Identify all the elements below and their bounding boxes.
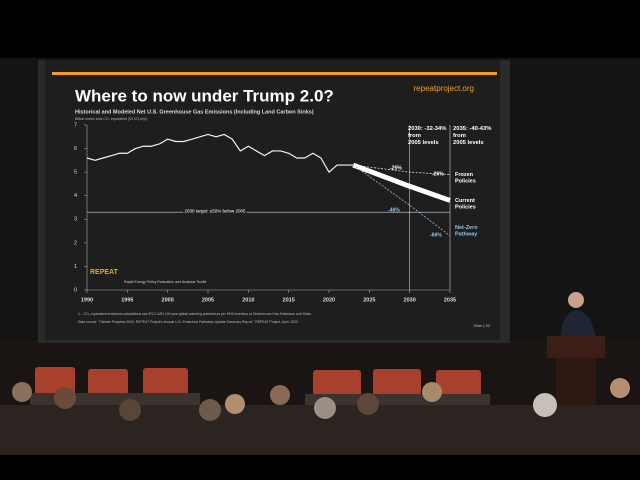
subtitle: Historical and Modeled Net U.S. Greenhou… (75, 109, 314, 115)
head (422, 382, 442, 402)
y-tick-label: 0 (74, 287, 77, 293)
audience (0, 378, 640, 455)
chart: 0 1 2 3 4 5 6 7 1990 1995 2000 2005 2010 2015 2020 2025… (74, 122, 491, 303)
series-label: Current Policies (455, 198, 476, 211)
footnote: 1 – CO₂ equivalent emissions calculation… (78, 312, 312, 316)
brand: REPEAT (90, 269, 119, 276)
chair (313, 370, 361, 396)
x-tick-label: 1995 (121, 297, 133, 303)
x-tick-label: 2000 (162, 297, 174, 303)
y-tick-label: 3 (74, 217, 77, 223)
y-tick-label: 4 (74, 193, 77, 199)
annotation: -25% (390, 165, 402, 171)
chair (436, 370, 481, 396)
annotation: -26% (432, 171, 444, 177)
chair (143, 368, 188, 395)
head (610, 378, 630, 398)
title-bar (52, 72, 497, 75)
y-tick-label: 5 (74, 170, 77, 176)
annotation: -66% (430, 232, 442, 238)
slide (45, 60, 500, 340)
annotation: -46% (388, 207, 400, 213)
series-line (353, 164, 451, 175)
y-tick-label: 1 (74, 264, 77, 270)
x-tick-label: 2005 (202, 297, 214, 303)
speaker-body (560, 310, 596, 340)
series-line (86, 133, 354, 173)
series-line (352, 164, 451, 237)
y-tick-label: 2 (74, 240, 77, 246)
x-tick-label: 2010 (242, 297, 254, 303)
head (119, 399, 141, 421)
brand-sub: Rapid Energy Policy Evaluation and Analy… (124, 280, 206, 284)
annotation: 2030: -32-34% from 2005 levels (408, 126, 446, 146)
x-tick-label: 2035 (444, 297, 456, 303)
chairs (35, 367, 481, 396)
series-label: Net-Zero Pathway (455, 225, 478, 238)
head (199, 399, 221, 421)
annotation: 2035: -40-43% from 2005 levels (453, 126, 491, 146)
head (314, 397, 336, 419)
chair (88, 369, 128, 395)
head (54, 387, 76, 409)
footnote: Data source: "Climate Progress 2024: REP… (78, 320, 298, 324)
y-label: Billion metric tons CO₂ equivalent (Gt C… (75, 117, 147, 121)
slide-number: Slide | 52 (473, 323, 490, 328)
chair (373, 369, 421, 396)
chair-base (305, 394, 490, 408)
series-label: Frozen Policies (455, 172, 476, 185)
y-tick-label: 6 (74, 146, 77, 152)
head (270, 385, 290, 405)
x-tick-label: 1990 (81, 297, 93, 303)
x-tick-label: 2025 (363, 297, 375, 303)
head (357, 393, 379, 415)
x-tick-label: 2020 (323, 297, 335, 303)
head (12, 382, 32, 402)
podium-top (547, 336, 605, 358)
x-tick-label: 2015 (283, 297, 295, 303)
y-tick-label: 7 (74, 122, 77, 128)
speaker-head (568, 292, 584, 308)
series-line (352, 162, 451, 203)
head (225, 394, 245, 414)
head (533, 393, 557, 417)
target-label: 2030 target: ≤50% below 2005 (184, 208, 246, 213)
slide-title: Where to now under Trump 2.0? (75, 86, 334, 105)
x-tick-label: 2030 (404, 297, 416, 303)
letterbox (0, 455, 640, 480)
url: repeatproject.org (414, 84, 474, 93)
